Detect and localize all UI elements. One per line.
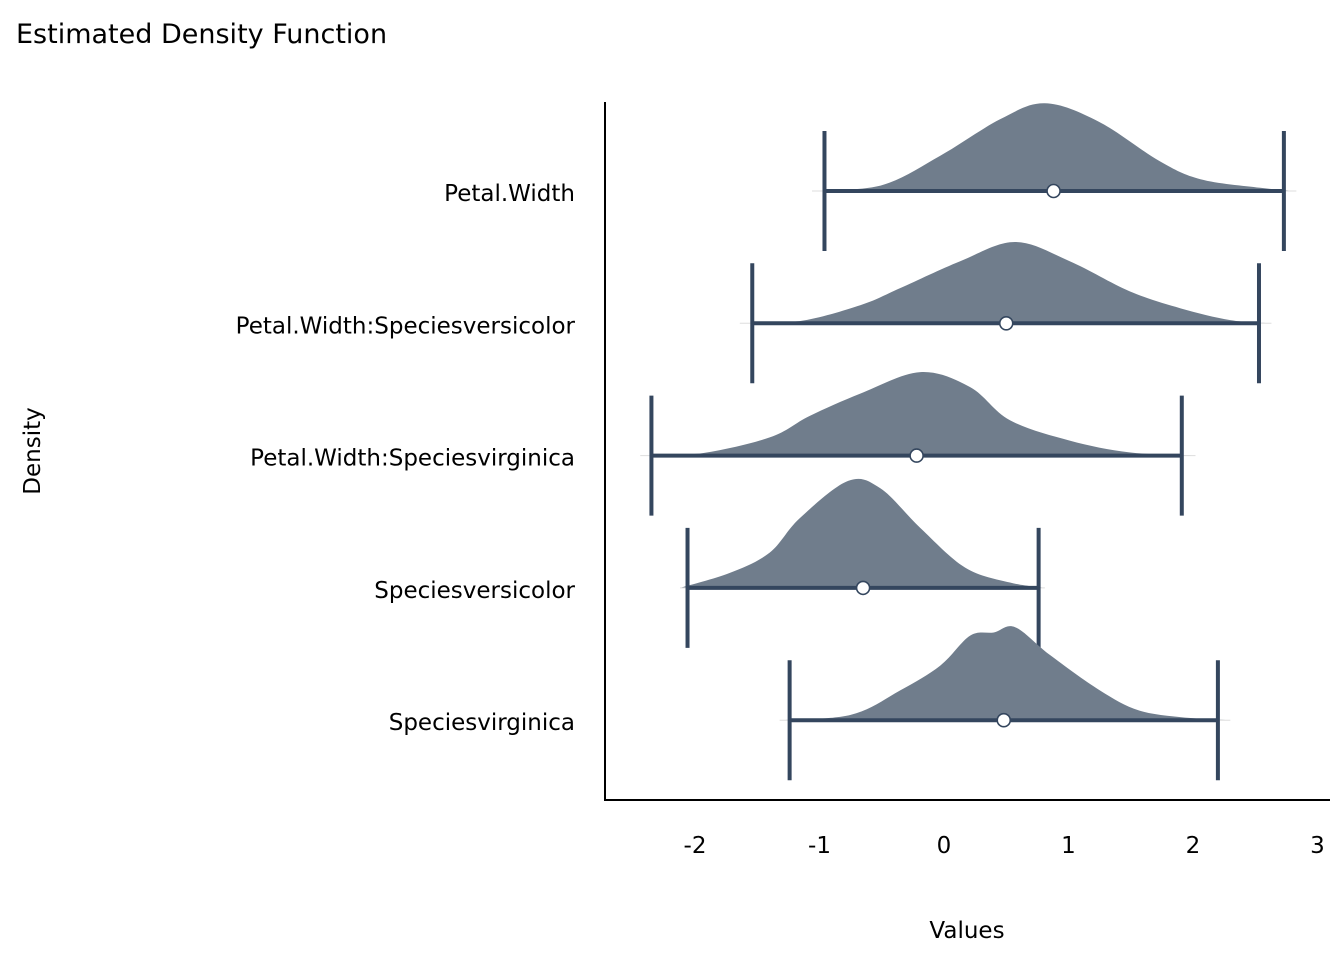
point-estimate [855, 580, 871, 596]
x-tick-label: 0 [937, 833, 952, 859]
y-tick-label: Petal.Width:Speciesvirginica [250, 446, 575, 472]
x-tick-label: -2 [684, 833, 707, 859]
y-tick-label: Petal.Width:Speciesversicolor [236, 313, 576, 339]
y-axis-label: Density [20, 407, 46, 494]
point-estimate [909, 448, 924, 463]
density-area [640, 372, 1196, 456]
density-area [739, 241, 1272, 324]
density-area [779, 626, 1231, 721]
x-tick-label: -1 [808, 833, 831, 859]
chart-title: Estimated Density Function [16, 19, 387, 50]
density-area [680, 478, 1045, 588]
y-tick-label: Speciesversicolor [374, 578, 575, 604]
y-tick-label: Speciesvirginica [389, 710, 575, 736]
point-estimate [998, 315, 1014, 331]
point-estimate [996, 712, 1012, 728]
y-tick-label: Petal.Width [444, 181, 575, 207]
x-tick-label: 2 [1186, 833, 1201, 859]
x-tick-label: 3 [1310, 833, 1325, 859]
point-estimate [1046, 183, 1061, 199]
x-axis-label: Values [929, 918, 1004, 944]
x-tick-label: 1 [1061, 833, 1076, 859]
density-area [812, 103, 1297, 191]
